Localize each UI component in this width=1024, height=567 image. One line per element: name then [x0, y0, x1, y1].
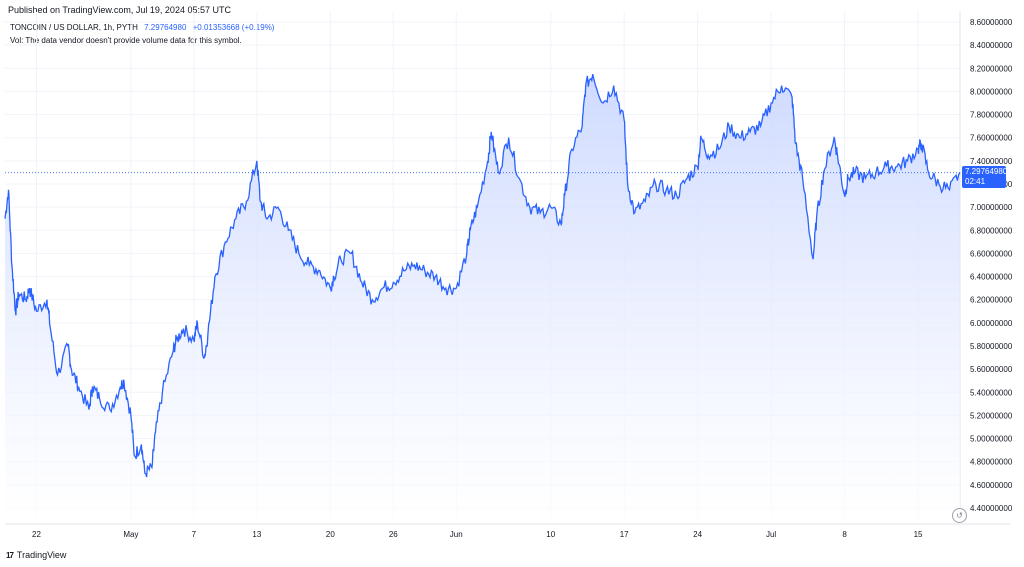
current-price-tag: 7.29764980 02:41 [962, 166, 1008, 188]
y-tick-label: 7.00000000 [970, 203, 1013, 212]
price-tag-countdown: 02:41 [965, 177, 986, 186]
x-tick-label: 17 [620, 530, 629, 539]
price-tag-value: 7.29764980 [965, 167, 1008, 176]
x-tick-label: 20 [326, 530, 335, 539]
area-fill [5, 74, 960, 518]
published-caption: Published on TradingView.com, Jul 19, 20… [8, 5, 231, 15]
y-tick-label: 5.80000000 [970, 342, 1013, 351]
y-tick-label: 7.40000000 [970, 157, 1013, 166]
y-tick-label: 6.20000000 [970, 296, 1013, 305]
y-tick-label: 7.80000000 [970, 111, 1013, 120]
y-axis: 8.60000000 8.40000000 8.20000000 8.00000000… [970, 18, 1013, 513]
symbol-legend: TONCOIN / US DOLLAR, 1h, PYTH 7.29764980… [10, 23, 274, 32]
footer-brand: 17 TradingView [6, 548, 66, 562]
y-tick-label: 7.60000000 [970, 134, 1013, 143]
y-tick-label: 8.00000000 [970, 87, 1013, 96]
y-tick-label: 6.80000000 [970, 226, 1013, 235]
y-tick-label: 5.40000000 [970, 388, 1013, 397]
plot-area [4, 73, 961, 518]
x-tick-label: 15 [914, 530, 923, 539]
y-tick-label: 8.40000000 [970, 41, 1013, 50]
y-tick-label: 4.40000000 [970, 504, 1013, 513]
y-tick-label: 4.80000000 [970, 458, 1013, 467]
y-tick-label: 4.60000000 [970, 481, 1013, 490]
y-tick-label: 8.20000000 [970, 64, 1013, 73]
x-tick-label: May [123, 530, 138, 539]
x-tick-label: 10 [546, 530, 555, 539]
symbol-name: TONCOIN / US DOLLAR, 1h, PYTH [10, 23, 138, 32]
y-tick-label: 5.20000000 [970, 411, 1013, 420]
x-tick-label: 7 [192, 530, 197, 539]
y-tick-label: 6.60000000 [970, 249, 1013, 258]
x-tick-label: 22 [32, 530, 41, 539]
x-tick-label: 24 [693, 530, 702, 539]
x-tick-label: 13 [252, 530, 261, 539]
x-tick-label: Jul [766, 530, 776, 539]
y-tick-label: 8.60000000 [970, 18, 1013, 27]
y-tick-label: 5.60000000 [970, 365, 1013, 374]
y-tick-label: 6.00000000 [970, 319, 1013, 328]
y-tick-label: 6.40000000 [970, 273, 1013, 282]
price-line [4, 73, 961, 478]
reset-chart-icon[interactable]: ↺ [952, 508, 967, 523]
y-tick-label: 5.00000000 [970, 435, 1013, 444]
x-tick-label: 26 [389, 530, 398, 539]
tradingview-wordmark: TradingView [16, 550, 67, 560]
price-change: +0.01353668 (+0.19%) [192, 23, 275, 32]
tradingview-logo-icon: 17 [6, 550, 14, 560]
last-price: 7.29764980 [144, 23, 187, 32]
x-tick-label: 8 [842, 530, 847, 539]
x-axis: 22 May 7 13 20 26 Jun 10 17 24 Jul 8 15 [32, 530, 923, 539]
x-tick-label: Jun [450, 530, 463, 539]
volume-note: Vol: The data vendor doesn't provide vol… [10, 36, 242, 45]
